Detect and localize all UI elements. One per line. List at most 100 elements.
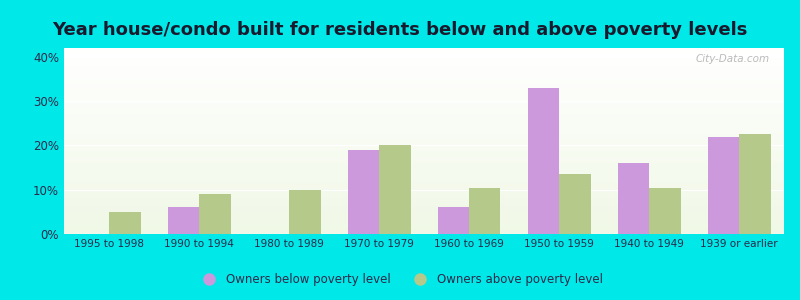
Bar — [618, 163, 649, 234]
Bar — [64, 193, 784, 194]
Bar — [64, 210, 784, 211]
Bar — [64, 172, 784, 173]
Bar — [64, 149, 784, 150]
Bar — [64, 136, 784, 137]
Bar — [64, 181, 784, 182]
Bar — [64, 111, 784, 112]
Bar — [64, 195, 784, 196]
Bar — [64, 215, 784, 216]
Bar — [64, 120, 784, 121]
Bar — [64, 146, 784, 147]
Bar — [64, 99, 784, 100]
Bar — [64, 213, 784, 214]
Bar — [64, 94, 784, 95]
Bar — [64, 153, 784, 154]
Bar — [64, 123, 784, 124]
Bar — [64, 102, 784, 103]
Bar — [64, 139, 784, 140]
Bar — [64, 48, 784, 49]
Bar — [64, 133, 784, 134]
Bar — [64, 106, 784, 107]
Bar — [64, 165, 784, 166]
Bar — [64, 84, 784, 85]
Bar — [64, 232, 784, 233]
Bar — [64, 60, 784, 61]
Bar — [64, 121, 784, 122]
Bar — [64, 57, 784, 58]
Bar — [64, 184, 784, 185]
Bar — [64, 231, 784, 232]
Bar — [64, 202, 784, 203]
Bar — [64, 209, 784, 210]
Bar — [559, 174, 590, 234]
Bar — [64, 156, 784, 157]
Bar — [64, 67, 784, 68]
Bar — [64, 219, 784, 220]
Bar — [64, 157, 784, 158]
Bar — [64, 191, 784, 192]
Bar — [64, 185, 784, 186]
Bar — [64, 187, 784, 188]
Text: City-Data.com: City-Data.com — [695, 54, 770, 64]
Bar — [64, 199, 784, 200]
Bar — [64, 205, 784, 206]
Bar — [649, 188, 681, 234]
Bar — [707, 136, 739, 234]
Bar — [64, 168, 784, 169]
Bar — [438, 207, 469, 234]
Bar — [64, 54, 784, 55]
Bar — [64, 101, 784, 102]
Bar — [64, 203, 784, 204]
Bar — [64, 180, 784, 181]
Bar — [64, 66, 784, 67]
Bar — [64, 74, 784, 75]
Bar — [64, 118, 784, 119]
Bar — [64, 128, 784, 129]
Bar — [64, 217, 784, 218]
Bar — [64, 85, 784, 86]
Bar — [64, 163, 784, 164]
Bar — [64, 216, 784, 217]
Bar — [64, 53, 784, 54]
Bar — [64, 59, 784, 60]
Bar — [64, 155, 784, 156]
Bar — [64, 140, 784, 141]
Bar — [64, 190, 784, 191]
Bar — [64, 229, 784, 230]
Bar — [64, 82, 784, 83]
Bar — [64, 211, 784, 212]
Bar — [64, 71, 784, 72]
Bar — [64, 189, 784, 190]
Bar — [64, 122, 784, 123]
Bar — [64, 62, 784, 63]
Bar — [64, 97, 784, 98]
Bar — [64, 134, 784, 135]
Bar — [64, 188, 784, 189]
Bar — [469, 188, 501, 234]
Bar — [64, 91, 784, 92]
Bar — [64, 126, 784, 127]
Bar — [64, 76, 784, 77]
Bar — [64, 100, 784, 101]
Bar — [64, 166, 784, 167]
Bar — [64, 93, 784, 94]
Bar — [64, 83, 784, 84]
Bar — [64, 186, 784, 187]
Bar — [64, 179, 784, 180]
Bar — [64, 218, 784, 219]
Bar — [64, 96, 784, 97]
Bar — [64, 112, 784, 113]
Bar — [64, 130, 784, 131]
Bar — [64, 132, 784, 133]
Bar — [64, 162, 784, 163]
Bar — [64, 151, 784, 152]
Bar — [64, 125, 784, 126]
Bar — [64, 223, 784, 224]
Bar — [64, 110, 784, 111]
Bar — [64, 177, 784, 178]
Bar — [64, 127, 784, 128]
Bar — [64, 145, 784, 146]
Bar — [64, 90, 784, 91]
Bar — [64, 72, 784, 73]
Bar — [64, 175, 784, 176]
